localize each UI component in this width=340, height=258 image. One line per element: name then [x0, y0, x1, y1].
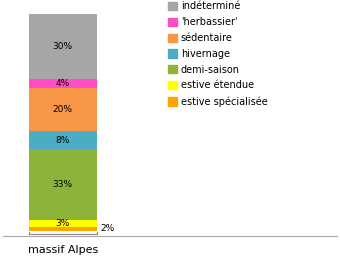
Bar — [29, 79, 97, 88]
Bar — [29, 227, 97, 231]
Bar — [29, 14, 97, 79]
Text: 30%: 30% — [53, 42, 73, 51]
Text: 8%: 8% — [56, 136, 70, 144]
Text: 33%: 33% — [53, 180, 73, 189]
Bar — [29, 149, 97, 220]
Text: 20%: 20% — [53, 105, 73, 114]
Bar — [29, 131, 97, 149]
Text: 3%: 3% — [56, 219, 70, 228]
Text: 2%: 2% — [101, 224, 115, 233]
Text: 4%: 4% — [56, 79, 70, 88]
Bar — [29, 88, 97, 131]
Legend: indéterminé, 'herbassier', sédentaire, hivernage, demi-saison, estive étendue, e: indéterminé, 'herbassier', sédentaire, h… — [168, 1, 268, 107]
Bar — [29, 220, 97, 227]
